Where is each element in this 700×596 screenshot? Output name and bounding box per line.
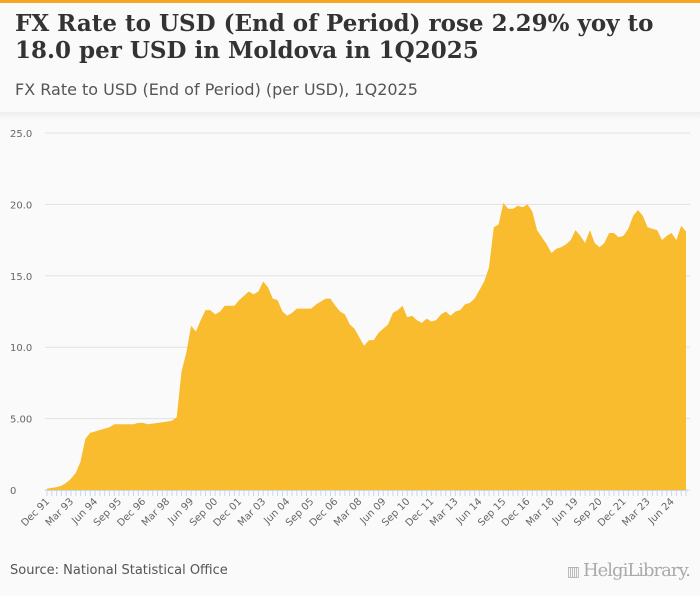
- chart-subtitle: FX Rate to USD (End of Period) (per USD)…: [15, 80, 418, 99]
- y-tick-label: 0: [10, 486, 16, 497]
- y-tick-label: 10.0: [10, 343, 32, 354]
- y-tick-label: 20.0: [10, 200, 32, 211]
- y-tick-label: 25.0: [10, 129, 32, 140]
- plot-top-shade: [0, 112, 700, 120]
- helgi-library-logo[interactable]: ▥ HelgiLibrary.: [566, 560, 691, 581]
- fx-rate-area: [47, 203, 686, 490]
- top-accent-bar: [0, 0, 700, 3]
- chart-headline: FX Rate to USD (End of Period) rose 2.29…: [15, 10, 654, 64]
- logo-text: HelgiLibrary.: [582, 560, 691, 581]
- y-axis-ticks: 0 5.00 10.0 15.0 20.0 25.0: [10, 129, 32, 497]
- library-icon: ▥: [566, 564, 580, 580]
- y-tick-label: 5.00: [10, 415, 32, 426]
- source-note: Source: National Statistical Office: [10, 563, 228, 578]
- x-tick-label: Jun 24: [646, 496, 677, 527]
- y-tick-label: 15.0: [10, 272, 32, 283]
